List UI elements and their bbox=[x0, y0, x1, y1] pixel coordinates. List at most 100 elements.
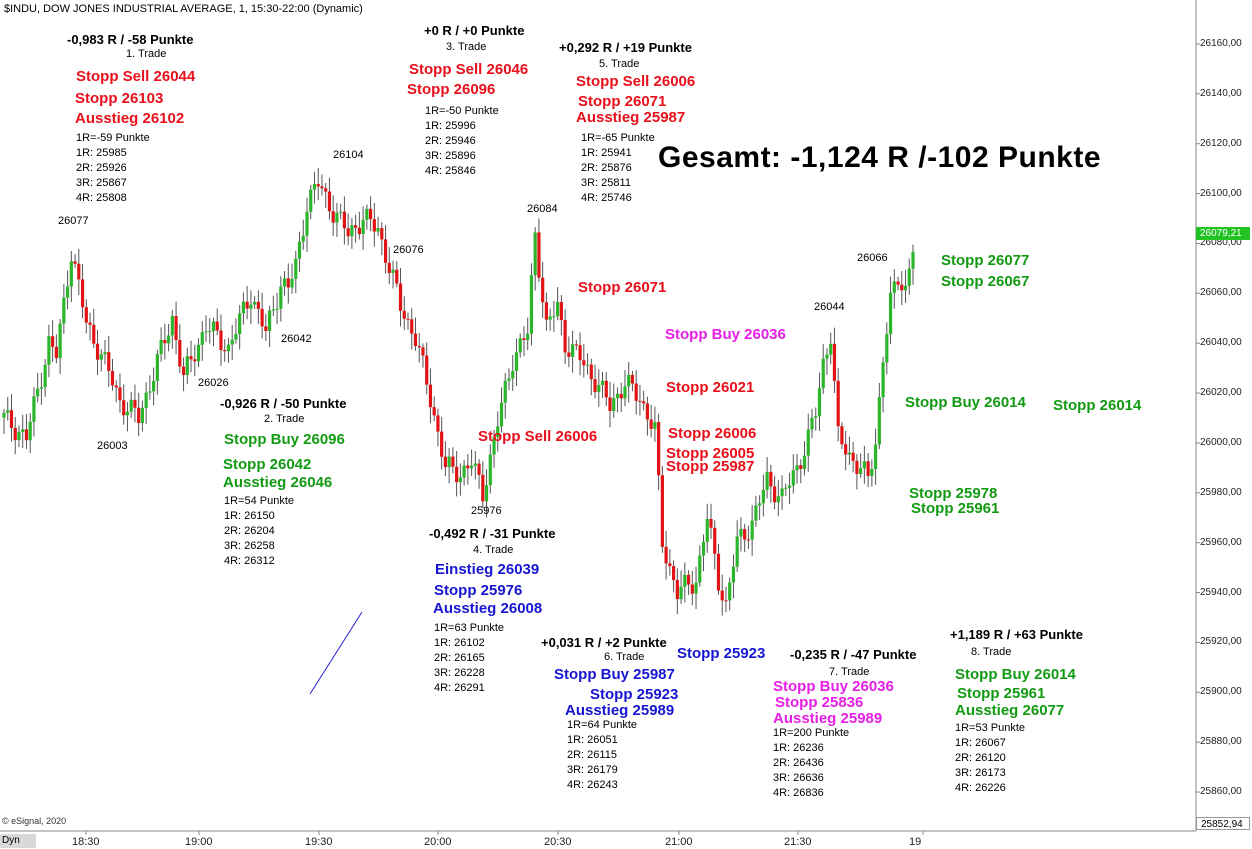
y-tick-label: 26000,00 bbox=[1200, 436, 1242, 448]
dynamic-toggle[interactable]: Dyn bbox=[0, 834, 36, 848]
candle-down bbox=[634, 383, 638, 401]
candle-down bbox=[372, 219, 376, 232]
candle-down bbox=[245, 301, 249, 309]
candle-down bbox=[709, 518, 713, 528]
candle-up bbox=[148, 391, 152, 393]
candle-down bbox=[114, 385, 118, 388]
candle-down bbox=[88, 322, 92, 325]
candle-up bbox=[514, 352, 519, 371]
candle-up bbox=[140, 407, 145, 424]
candle-down bbox=[24, 429, 29, 441]
candle-up bbox=[21, 429, 25, 433]
candle-down bbox=[642, 401, 646, 404]
trade-3-risk-2r: 2R: 25946 bbox=[425, 135, 476, 147]
trade-7-risk-r: 1R=200 Punkte bbox=[773, 727, 850, 739]
candle-up bbox=[62, 297, 66, 324]
candle-down bbox=[260, 308, 264, 327]
candle-down bbox=[256, 301, 260, 309]
trade-2-order-1: Stopp Buy 26096 bbox=[224, 431, 345, 448]
candle-down bbox=[619, 393, 623, 399]
trade-6-name: 6. Trade bbox=[604, 651, 645, 663]
candle-down bbox=[567, 352, 571, 357]
candle-down bbox=[690, 584, 694, 594]
y-tick-label: 25920,00 bbox=[1200, 636, 1242, 648]
candle-down bbox=[107, 352, 111, 371]
label-stopp-26021: Stopp 26021 bbox=[666, 379, 755, 396]
candle-down bbox=[657, 422, 661, 476]
trade-5-risk-2r: 2R: 25876 bbox=[581, 162, 632, 174]
x-tick-label: 21:30 bbox=[784, 836, 812, 848]
x-tick-label: 19 bbox=[909, 836, 922, 848]
candle-up bbox=[701, 541, 706, 556]
candle-up bbox=[211, 321, 216, 332]
candle-up bbox=[69, 261, 73, 287]
candle-up bbox=[653, 422, 657, 429]
candle-up bbox=[469, 465, 474, 469]
candle-up bbox=[810, 417, 814, 430]
candle-up bbox=[698, 555, 702, 583]
candle-up bbox=[750, 520, 754, 540]
candle-down bbox=[713, 527, 717, 554]
candle-up bbox=[885, 334, 889, 363]
trade-8-order-2: Stopp 25961 bbox=[957, 685, 1046, 702]
candle-up bbox=[694, 582, 698, 594]
candle-up bbox=[208, 331, 212, 333]
candle-down bbox=[440, 431, 444, 457]
candle-down bbox=[383, 239, 388, 263]
y-tick-label: 25860,00 bbox=[1200, 786, 1242, 798]
trade-1-risk-r: 1R=-59 Punkte bbox=[76, 132, 150, 144]
x-tick-label: 19:30 bbox=[305, 836, 333, 848]
trade-5-order-3: Ausstieg 25987 bbox=[576, 109, 686, 126]
candle-up bbox=[765, 471, 769, 490]
trade-7-order-2: Stopp 25836 bbox=[775, 694, 864, 711]
candle-down bbox=[51, 336, 55, 347]
candle-down bbox=[286, 278, 290, 288]
candle-down bbox=[743, 529, 747, 540]
candle-up bbox=[350, 225, 354, 237]
candle-down bbox=[455, 466, 459, 483]
trade-1-risk-2r: 2R: 25926 bbox=[76, 162, 127, 174]
candle-down bbox=[563, 320, 567, 353]
candle-down bbox=[357, 227, 361, 234]
high-label-26084: 26084 bbox=[527, 203, 558, 215]
trade-7-order-3: Ausstieg 25989 bbox=[773, 710, 883, 727]
trade-6-risk-1r: 1R: 26051 bbox=[567, 734, 618, 746]
candle-up bbox=[758, 503, 762, 506]
trade-7-risk: 1R=200 Punkte 1R: 26236 2R: 26436 3R: 26… bbox=[773, 726, 849, 801]
candle-up bbox=[204, 331, 208, 333]
candle-up bbox=[294, 258, 298, 279]
trade-4-risk: 1R=63 Punkte 1R: 26102 2R: 26165 3R: 262… bbox=[434, 621, 504, 696]
candle-up bbox=[814, 416, 818, 418]
candle-up bbox=[526, 333, 530, 341]
candle-up bbox=[47, 336, 51, 365]
candle-up bbox=[787, 485, 792, 488]
trade-3-order-1: Stopp Sell 26046 bbox=[409, 61, 529, 78]
trade-7-order-1: Stopp Buy 26036 bbox=[773, 678, 894, 695]
candle-up bbox=[548, 316, 552, 320]
label-stopp-26077: Stopp 26077 bbox=[941, 252, 1030, 269]
trade-7-name: 7. Trade bbox=[829, 666, 870, 678]
trade-1-risk-4r: 4R: 25808 bbox=[76, 192, 127, 204]
candle-down bbox=[346, 228, 350, 237]
high-label-26066: 26066 bbox=[857, 252, 888, 264]
trade-2-result: -0,926 R / -50 Punkte bbox=[220, 396, 347, 411]
candle-up bbox=[282, 278, 287, 287]
candle-up bbox=[817, 388, 822, 417]
trade-3-risk-3r: 3R: 25896 bbox=[425, 150, 476, 162]
candle-up bbox=[144, 392, 148, 408]
low-price-tag: 25852,94 bbox=[1196, 817, 1250, 830]
candle-down bbox=[118, 387, 122, 401]
candle-down bbox=[215, 321, 219, 331]
trade-4-order-2: Stopp 25976 bbox=[434, 582, 523, 599]
candle-down bbox=[406, 318, 410, 320]
candle-down bbox=[836, 380, 840, 427]
candle-down bbox=[436, 415, 440, 432]
candle-up bbox=[791, 470, 795, 486]
candle-down bbox=[342, 211, 347, 229]
candle-up bbox=[806, 429, 810, 456]
candle-down bbox=[769, 471, 773, 487]
candle-up bbox=[484, 485, 489, 502]
candle-up bbox=[499, 402, 504, 427]
y-tick-label: 26100,00 bbox=[1200, 187, 1242, 199]
